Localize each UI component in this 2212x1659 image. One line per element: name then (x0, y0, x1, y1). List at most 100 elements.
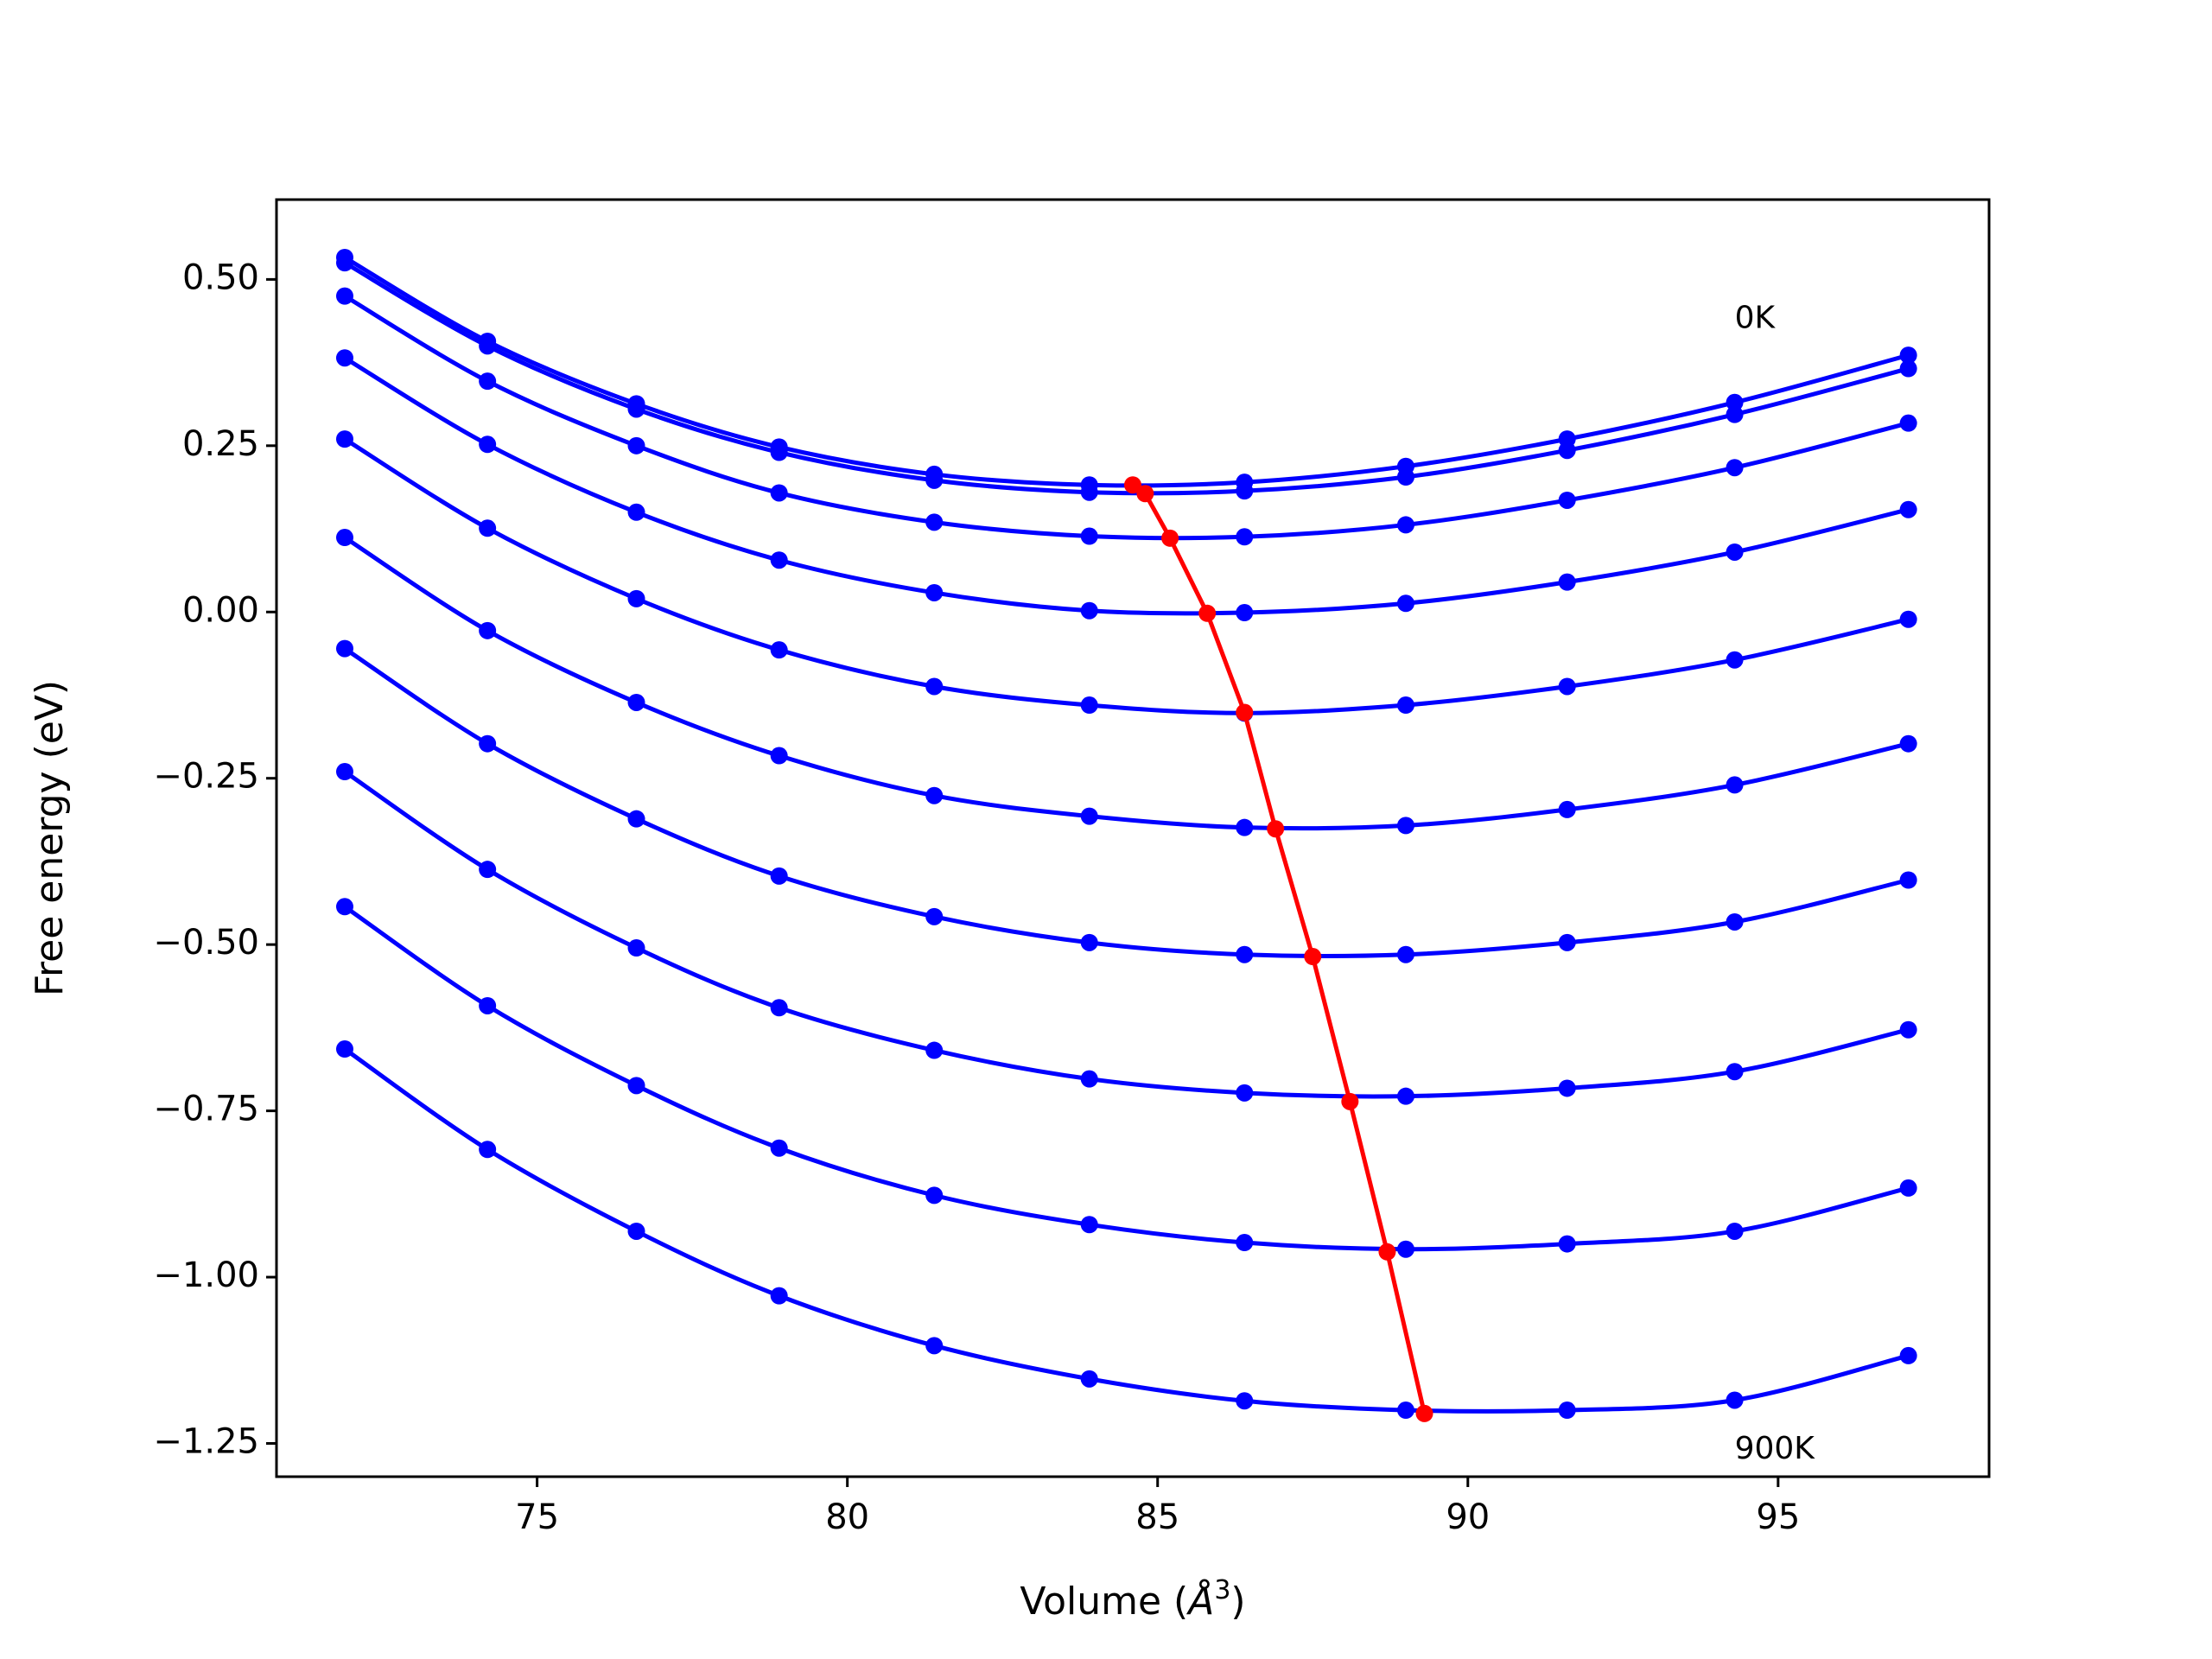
annotation-0: 0K (1735, 301, 1777, 336)
data-point-1-4 (925, 471, 944, 489)
data-point-5-5 (1080, 696, 1098, 715)
data-point-6-3 (770, 867, 788, 885)
data-point-5-8 (1558, 677, 1576, 696)
data-point-6-5 (1080, 933, 1098, 951)
data-point-1-0 (335, 254, 353, 272)
data-point-3-6 (1236, 604, 1254, 622)
x-tick-label-1: 80 (825, 1497, 869, 1537)
data-point-5-2 (627, 589, 645, 607)
data-point-7-9 (1726, 1063, 1744, 1081)
minimum-point-9 (1415, 1404, 1433, 1422)
data-point-8-9 (1726, 1222, 1744, 1240)
data-point-6-9 (1726, 912, 1744, 931)
data-point-7-1 (479, 861, 497, 879)
data-point-2-1 (479, 372, 497, 391)
data-point-3-9 (1726, 543, 1744, 561)
data-point-9-4 (925, 1337, 944, 1355)
data-point-4-5 (1080, 807, 1098, 825)
data-point-6-7 (1396, 945, 1414, 963)
data-point-2-9 (1726, 459, 1744, 477)
data-point-6-2 (627, 810, 645, 828)
data-point-5-10 (1899, 610, 1917, 628)
data-point-7-5 (1080, 1070, 1098, 1088)
x-axis-label-unit: Å (1185, 1578, 1214, 1624)
minimum-point-4 (1236, 703, 1254, 721)
x-tick-label-0: 75 (515, 1497, 559, 1537)
data-point-9-8 (1558, 1402, 1576, 1420)
data-point-4-2 (627, 693, 645, 711)
data-point-8-8 (1558, 1235, 1576, 1253)
data-point-8-4 (925, 1186, 944, 1205)
data-point-1-2 (627, 400, 645, 418)
data-point-8-2 (627, 1077, 645, 1095)
data-point-4-4 (925, 786, 944, 804)
data-point-6-4 (925, 907, 944, 925)
data-point-6-1 (479, 734, 497, 753)
data-point-3-10 (1899, 500, 1917, 518)
data-point-9-3 (770, 1287, 788, 1305)
data-point-3-8 (1558, 573, 1576, 591)
data-point-4-10 (1899, 734, 1917, 753)
data-point-6-10 (1899, 871, 1917, 889)
data-point-3-7 (1396, 594, 1414, 613)
x-tick-label-3: 90 (1446, 1497, 1490, 1537)
data-point-8-6 (1236, 1234, 1254, 1252)
ticks-layer: 75 80 85 90 95 0.50 0.25 0.00 −0.25 −0.50 −0.75 −1.… (153, 257, 1800, 1537)
x-axis-label-close: ) (1230, 1580, 1245, 1624)
y-tick-label-3: −0.25 (153, 757, 259, 797)
minimum-point-8 (1378, 1243, 1396, 1261)
data-point-3-2 (627, 503, 645, 521)
minimum-point-3 (1198, 604, 1217, 622)
y-tick-label-4: −0.50 (153, 923, 259, 963)
plot-area (276, 200, 1989, 1477)
data-point-5-3 (770, 641, 788, 659)
data-point-1-5 (1080, 483, 1098, 501)
annotation-1: 900K (1735, 1431, 1816, 1466)
minimum-point-1 (1136, 485, 1154, 503)
data-point-8-5 (1080, 1216, 1098, 1234)
data-point-5-4 (925, 677, 944, 696)
data-point-9-7 (1396, 1402, 1414, 1420)
data-point-7-3 (770, 999, 788, 1017)
data-point-9-5 (1080, 1370, 1098, 1388)
data-point-3-5 (1080, 601, 1098, 620)
data-point-6-6 (1236, 945, 1254, 963)
data-point-7-4 (925, 1041, 944, 1059)
data-point-7-8 (1558, 1079, 1576, 1097)
data-point-7-10 (1899, 1020, 1917, 1039)
data-point-4-9 (1726, 776, 1744, 794)
data-point-2-3 (770, 484, 788, 502)
x-axis-label: Volume (Å3) (1020, 1575, 1245, 1624)
data-point-9-2 (627, 1222, 645, 1240)
y-axis-label: Free energy (eV) (28, 680, 72, 996)
data-point-4-6 (1236, 818, 1254, 836)
data-point-6-8 (1558, 933, 1576, 951)
data-point-1-10 (1899, 359, 1917, 378)
data-point-4-7 (1396, 817, 1414, 835)
minimum-point-5 (1267, 820, 1285, 838)
data-point-2-4 (925, 513, 944, 531)
x-tick-label-4: 95 (1756, 1497, 1800, 1537)
data-point-4-0 (335, 529, 353, 547)
data-point-1-6 (1236, 482, 1254, 500)
data-point-9-1 (479, 1141, 497, 1159)
minimum-point-2 (1161, 529, 1179, 547)
data-point-2-6 (1236, 528, 1254, 546)
x-axis-label-exponent: 3 (1214, 1575, 1230, 1605)
data-point-0-10 (1899, 346, 1917, 365)
x-axis-label-text: Volume ( (1020, 1580, 1188, 1624)
data-point-6-0 (335, 639, 353, 658)
data-point-9-10 (1899, 1346, 1917, 1364)
data-point-8-3 (770, 1139, 788, 1157)
data-point-7-6 (1236, 1084, 1254, 1102)
data-point-5-1 (479, 519, 497, 537)
data-point-9-0 (335, 1040, 353, 1058)
data-point-1-1 (479, 337, 497, 355)
data-point-7-2 (627, 939, 645, 957)
data-point-2-7 (1396, 516, 1414, 534)
data-point-0-9 (1726, 393, 1744, 411)
data-point-5-9 (1726, 651, 1744, 669)
data-point-8-10 (1899, 1179, 1917, 1197)
data-point-7-7 (1396, 1087, 1414, 1105)
